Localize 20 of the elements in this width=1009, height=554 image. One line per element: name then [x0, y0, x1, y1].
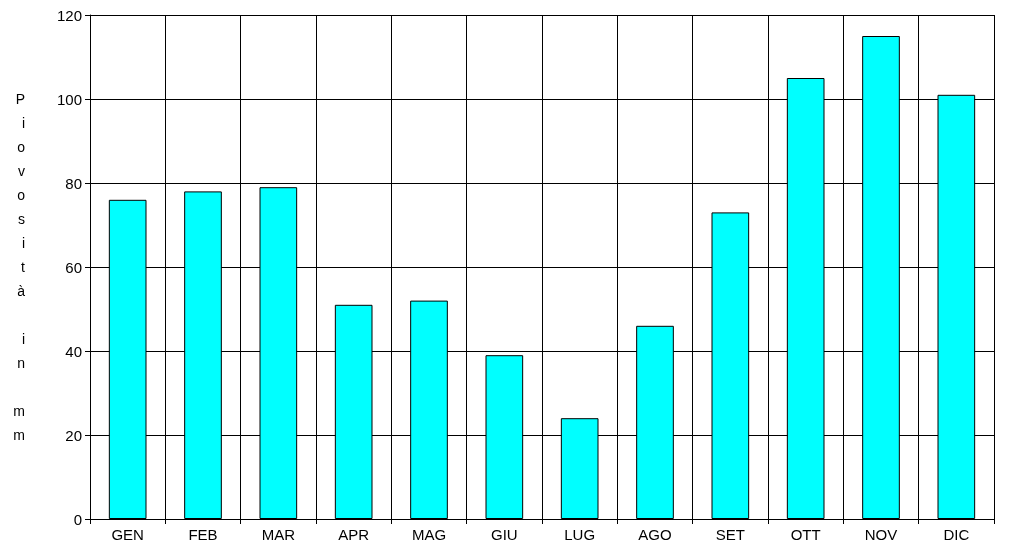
x-tick-label: DIC [943, 526, 970, 543]
x-tick-label: LUG [564, 526, 596, 543]
x-tick-label: GEN [111, 526, 144, 543]
x-tick-label: MAG [411, 526, 447, 543]
text: Piovosità in mm [13, 91, 25, 443]
x-tick-label: OTT [790, 526, 821, 543]
x-tick-label: APR [338, 526, 370, 543]
x-tick-label: AGO [638, 526, 672, 543]
y-tick-label: 60 [65, 258, 82, 276]
x-tick-label: NOV [864, 526, 898, 543]
y-tick-label: 20 [65, 426, 82, 444]
x-tick-label: GIU [491, 526, 518, 543]
x-tick-label: MAR [261, 526, 296, 543]
y-tick-label: 0 [73, 510, 82, 528]
x-tick-label: FEB [188, 526, 218, 543]
y-tick-label: 80 [65, 174, 82, 192]
y-tick-label: 40 [65, 342, 82, 360]
x-tick-label: SET [715, 526, 745, 543]
y-tick-label: 120 [56, 6, 82, 24]
y-tick-label: 100 [56, 90, 82, 108]
